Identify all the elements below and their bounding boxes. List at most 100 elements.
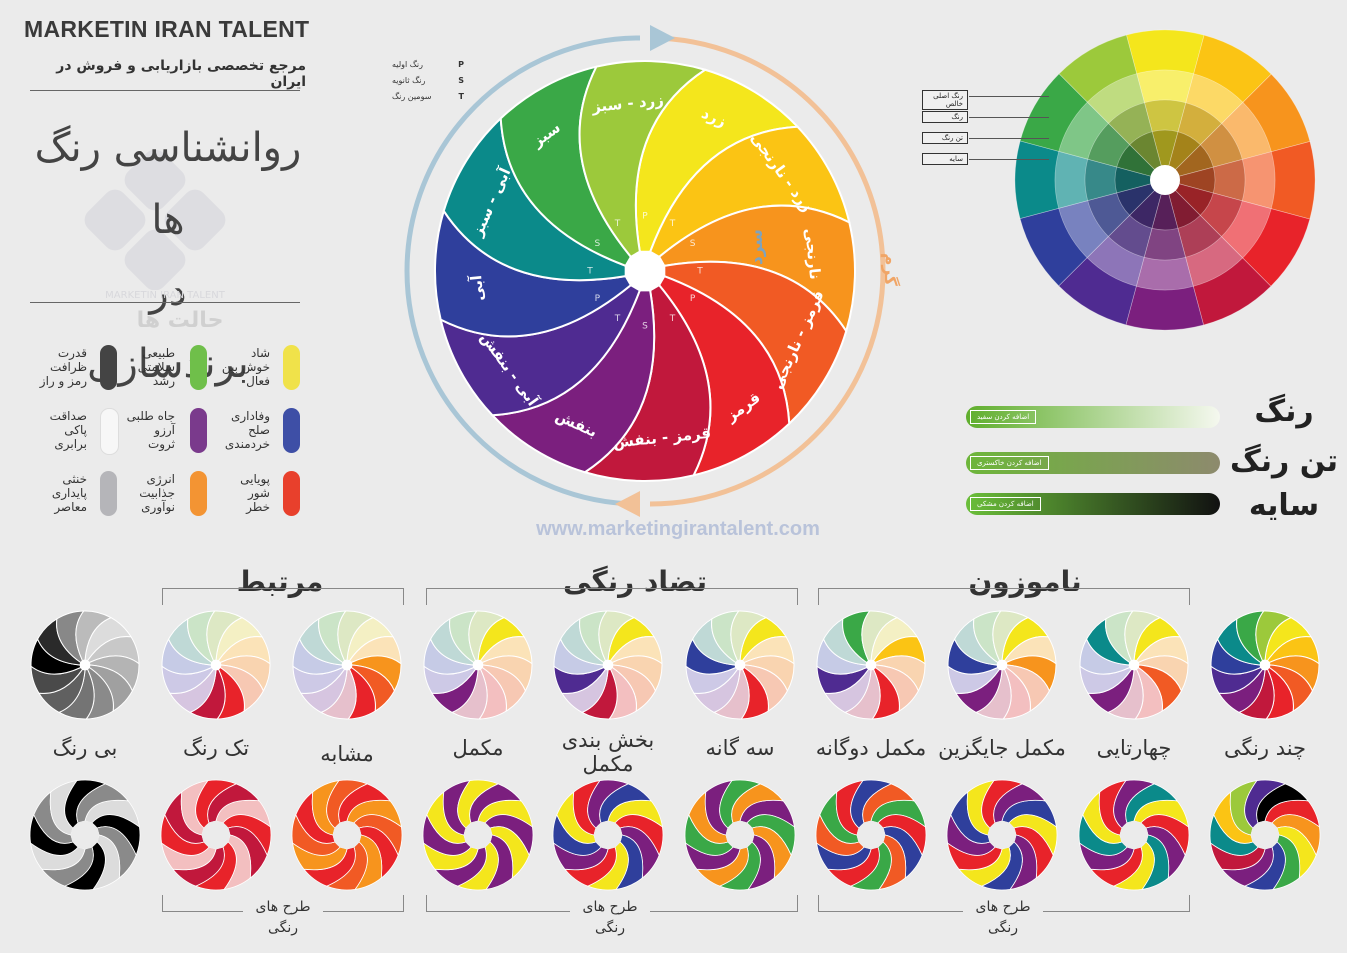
gradient-bar: اضافه کردن خاکستری [966,452,1220,474]
divider [30,302,300,303]
tint-legend-label: رنگ اصلی خالص [922,90,968,110]
tint-tone-shade-wheel [1014,29,1316,331]
scheme-label: تک رنگ [182,736,250,760]
mood-word: ثروت [147,437,175,451]
wheel-hub [594,821,622,849]
wheel-segment [207,783,260,824]
legend-label: رنگ اولیه [392,60,424,69]
legend-key: S [458,76,464,85]
mood-text: شاد خوش بین فعال [190,346,270,388]
mood-text: وفاداری صلح خردمندی [190,409,270,451]
wheel-segment [862,783,915,824]
hub-letter: T [614,314,621,324]
wheel-segment-label: نارنجی [801,227,824,280]
mood-word: قدرت [57,346,87,360]
wheel-segment [993,783,1046,824]
tint-segment [1114,166,1167,194]
wheel-segment [992,610,1030,662]
gradient-bar-label: سایه [1248,488,1320,523]
warm-label: گرم [880,253,901,286]
mood-word: خنثی [62,472,87,486]
mood-word: پویایی [240,472,270,486]
mood-color-swatch [190,345,207,390]
wheel-segment [1255,610,1293,662]
wheel-hub [997,660,1007,670]
group-bracket-top [162,588,404,605]
scheme-wheels [29,610,1321,891]
tint-segment [1151,129,1179,182]
wheel-segment [578,60,708,259]
legend-key: P [458,60,464,69]
gradient-bar-label: تن رنگ [1230,444,1338,479]
wheel-legend-row: P رنگ اولیه [392,60,464,76]
wheel-segment [337,610,375,662]
mood-word: خردمندی [224,437,270,451]
wheel-hub [1129,660,1139,670]
mood-word: خوش بین [221,360,270,374]
wheel-legend-row: T سومین رنگ [392,92,464,108]
mood-text: پویایی شور خطر [190,472,270,514]
wheel-hub [988,821,1016,849]
cold-label: سرد [747,229,767,265]
leader-line [969,96,1049,97]
mood-word: انرژی [146,472,175,486]
wheel-hub [1260,660,1270,670]
hub-letter: T [586,267,593,277]
mood-word: شاد [250,346,270,360]
mood-word: صداقت [49,409,87,423]
mood-color-swatch [283,408,300,453]
mood-text: طبیعی سلامتی رشد [95,346,175,388]
brand-name: MARKETIN IRAN TALENT [24,16,310,42]
tint-segment [1163,166,1216,194]
wheel-segment [1256,783,1309,824]
legend-key: T [458,92,464,101]
watermark-text: MARKETIN IRAN TALENT [105,290,225,301]
leader-line [969,138,1049,139]
scheme-label: مکمل [452,736,504,760]
hub-letter: S [595,239,601,249]
wheel-segment [599,783,652,824]
warm-arc [649,35,886,507]
wheel-hub [464,821,492,849]
hub-letter: P [595,294,601,304]
hub-letter: T [669,314,676,324]
watermark-logo-icon [84,150,226,290]
mood-word: برابری [54,437,87,451]
tint-legend-label: رنگ [922,111,968,123]
wheel-legend-row: S رنگ ثانویه [392,76,464,92]
group-title-related: مرتبط [236,565,324,598]
cold-arc [404,35,641,507]
group-title-discordant: ناموزون [968,565,1082,598]
wheel-hub [726,821,754,849]
wheel-hub [625,251,665,291]
wheel-segment [1125,783,1178,824]
scheme-label: بخش بندی مکمل [561,728,655,776]
footer-label-1: طرح های رنگی [963,897,1043,939]
states-heading: حالت ها [136,308,224,333]
mood-word: ظرافت [49,360,87,374]
wheel-hub [211,660,221,670]
brand-subtitle: مرجع تخصصی بازاریابی و فروش در ایران [56,58,306,90]
tint-legend-label: سایه [922,153,968,165]
mood-color-swatch [283,471,300,516]
gradient-bar-tag: اضافه کردن سفید [970,410,1037,424]
mood-word: جذابیت [139,486,175,500]
gradient-bar-tag: اضافه کردن مشکی [970,497,1041,511]
scheme-label: مکمل جایگزین [938,736,1066,760]
divider [30,90,300,91]
wheel-hub [202,821,230,849]
scheme-label: سه گانه [705,736,775,760]
wheel-hub [342,660,352,670]
wheel-segment [75,610,113,662]
scheme-label: مشابه [320,742,374,766]
hub-letter: T [669,219,676,229]
website-url: www.marketingirantalent.com [536,518,820,540]
footer-label-3: طرح های رنگی [243,897,323,939]
mood-text: جاه طلبی آرزو ثروت [95,409,175,451]
mood-word: فعال [246,374,270,388]
mood-color-swatch [100,345,117,390]
arrow-icon [615,491,640,517]
wheel-segment [76,783,129,824]
mood-text: قدرت ظرافت رمز و راز [7,346,87,388]
